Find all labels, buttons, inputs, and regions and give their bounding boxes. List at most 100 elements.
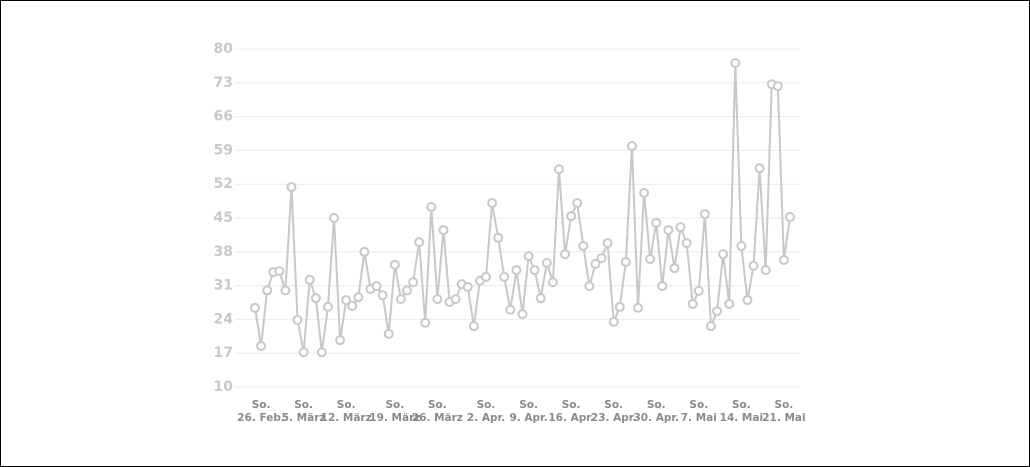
point <box>329 213 340 223</box>
point <box>553 164 564 175</box>
x-tick-label: So. <box>385 399 404 411</box>
y-tick-label: 45 <box>214 210 233 226</box>
x-tick-label: 23. Apr. <box>591 412 637 424</box>
point <box>286 182 297 193</box>
point <box>450 294 461 305</box>
x-tick-label: 16. Apr. <box>548 412 594 424</box>
point <box>614 301 625 312</box>
x-tick-label: 9. Apr. <box>509 412 547 424</box>
point <box>760 265 771 276</box>
point <box>383 328 394 339</box>
point <box>310 293 321 304</box>
point <box>347 300 358 311</box>
point <box>523 251 534 262</box>
point <box>359 246 370 257</box>
point <box>262 285 273 296</box>
y-tick-label: 38 <box>214 244 233 260</box>
y-tick-label: 80 <box>214 41 234 57</box>
point <box>438 225 449 236</box>
point <box>590 258 601 269</box>
point <box>742 295 753 306</box>
x-tick-label: 2. Apr. <box>467 412 505 424</box>
point <box>578 241 589 252</box>
point <box>353 292 364 303</box>
x-tick-label: So. <box>519 399 538 411</box>
point <box>669 263 680 274</box>
x-tick-label: 30. Apr. <box>633 412 679 424</box>
point <box>687 298 698 309</box>
x-tick-label: So. <box>294 399 313 411</box>
point <box>778 255 789 266</box>
y-tick-label: 10 <box>214 379 234 395</box>
x-tick-label: 19. März <box>369 412 420 424</box>
point <box>468 321 479 332</box>
point <box>748 260 759 271</box>
point <box>481 271 492 282</box>
point <box>651 217 662 228</box>
point <box>517 309 528 320</box>
x-tick-label: 14. Mai <box>720 412 763 424</box>
point <box>401 285 412 296</box>
point <box>566 211 577 222</box>
y-tick-label: 24 <box>214 311 234 327</box>
point <box>560 249 571 260</box>
point <box>292 314 303 325</box>
point <box>322 301 333 312</box>
x-tick-label: So. <box>732 399 751 411</box>
point <box>663 225 674 236</box>
point <box>499 271 510 282</box>
point <box>420 317 431 328</box>
point <box>414 237 425 248</box>
x-tick-label: 5. März <box>282 412 326 424</box>
point <box>712 306 723 317</box>
point <box>608 316 619 327</box>
point <box>426 201 437 212</box>
x-tick-label: 12. März <box>321 412 372 424</box>
x-tick-label: 26. Feb. <box>237 412 285 424</box>
point <box>584 281 595 292</box>
point <box>389 259 400 270</box>
point <box>541 257 552 268</box>
point <box>371 281 382 292</box>
point <box>408 277 419 288</box>
y-tick-label: 52 <box>214 176 233 192</box>
x-tick-label: 26. März <box>412 412 463 424</box>
point <box>620 256 631 267</box>
point <box>639 187 650 198</box>
point <box>341 295 352 306</box>
point <box>681 238 692 249</box>
point <box>718 249 729 260</box>
x-tick-label: 21. Mai <box>762 412 805 424</box>
point <box>699 209 710 220</box>
x-tick-label: So. <box>775 399 794 411</box>
point <box>274 266 285 277</box>
point <box>535 293 546 304</box>
y-tick-label: 73 <box>214 75 233 91</box>
x-tick-label: So. <box>604 399 623 411</box>
point <box>505 304 516 315</box>
point <box>335 335 346 346</box>
y-tick-label: 66 <box>214 109 233 125</box>
point <box>493 232 504 243</box>
point <box>298 347 309 358</box>
x-tick-label: So. <box>428 399 447 411</box>
point <box>772 81 783 92</box>
x-tick-label: So. <box>252 399 271 411</box>
point <box>693 285 704 296</box>
point <box>256 340 267 351</box>
point <box>304 274 315 285</box>
x-tick-label: So. <box>647 399 666 411</box>
point <box>511 265 522 276</box>
point <box>602 238 613 249</box>
point <box>724 298 735 309</box>
point <box>316 347 327 358</box>
point <box>645 254 656 265</box>
point <box>736 241 747 252</box>
point <box>377 290 388 301</box>
point <box>572 198 583 209</box>
point <box>250 302 260 313</box>
y-tick-label: 31 <box>214 278 233 294</box>
x-tick-label: So. <box>337 399 356 411</box>
